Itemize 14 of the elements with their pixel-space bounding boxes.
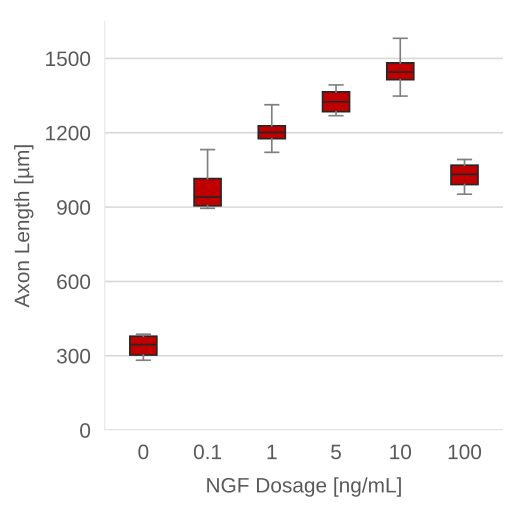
x-tick-label: 5 [331, 444, 341, 460]
x-tick-label: 0.1 [194, 444, 222, 460]
x-axis-title: NGF Dosage [ng/mL] [207, 477, 401, 497]
x-tick-label: 0 [138, 444, 148, 460]
y-tick-label: 600 [57, 274, 90, 290]
x-tick-label: 1 [268, 444, 277, 460]
y-tick-label: 0 [80, 423, 90, 438]
y-tick-label: 1200 [46, 126, 90, 141]
y-tick-label: 300 [56, 348, 90, 364]
y-tick-label: 1500 [46, 51, 90, 66]
x-tick-label: 100 [448, 444, 482, 460]
y-tick-label: 900 [57, 200, 90, 215]
y-axis-title: Axon Length [µm] [14, 145, 34, 308]
x-tick-label: 10 [390, 444, 412, 460]
